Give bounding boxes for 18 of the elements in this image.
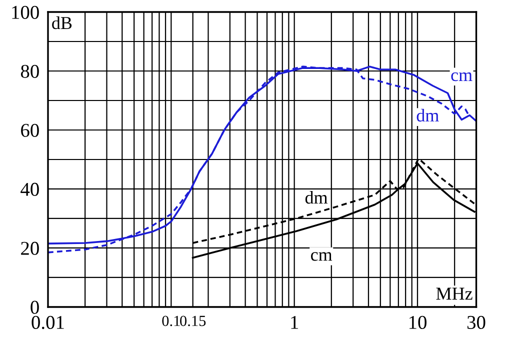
y-tick-label: 60: [21, 124, 39, 137]
x-tick-label: 0.1: [162, 316, 180, 326]
y-tick-label: 100: [12, 6, 39, 19]
y-tick-label: 80: [20, 64, 39, 78]
series-label: dm: [416, 108, 439, 122]
x-tick-label: 0.15: [180, 316, 206, 326]
y-tick-label: 20: [21, 242, 39, 255]
x-axis-title: MHz: [436, 288, 472, 300]
series-label: dm: [305, 191, 328, 204]
x-tick-label: 10: [409, 316, 426, 329]
y-tick-label: 0: [30, 300, 39, 314]
series-label: cm: [311, 252, 332, 261]
x-tick-label: 30: [467, 316, 486, 329]
x-tick-label: 1: [291, 316, 298, 329]
x-tick-label: 0.01: [32, 316, 64, 330]
y-tick-label: 40: [20, 182, 39, 196]
series-label: cm: [451, 72, 472, 82]
y-axis-title: dB: [52, 16, 72, 30]
